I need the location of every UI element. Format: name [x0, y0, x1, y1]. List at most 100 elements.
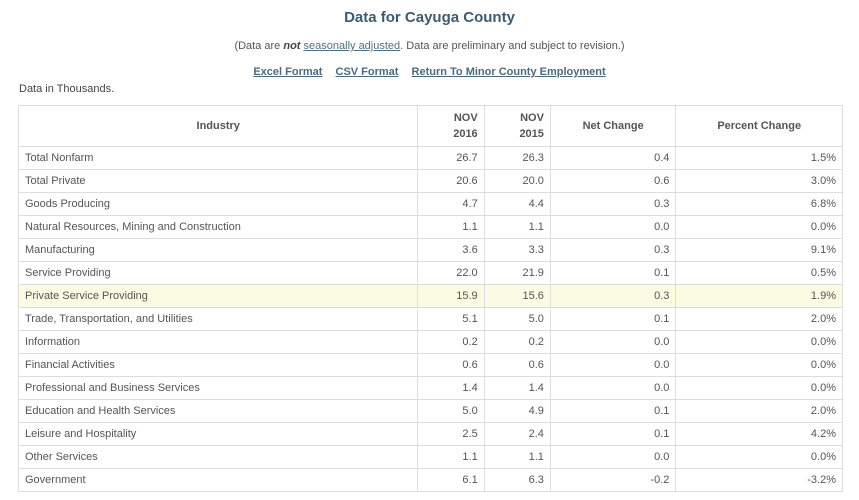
- percent-change-cell: 0.0%: [675, 376, 843, 400]
- table-row: Goods Producing 4.7 4.4 0.3 6.8%: [17, 192, 843, 216]
- industry-cell: Natural Resources, Mining and Constructi…: [17, 215, 419, 239]
- data-note: (Data are not seasonally adjusted. Data …: [0, 39, 859, 53]
- excel-format-link[interactable]: Excel Format: [253, 66, 323, 78]
- percent-change-cell: -3.2%: [675, 468, 843, 492]
- nov2016-cell: 4.7: [417, 192, 485, 216]
- industry-cell: Service Providing: [17, 261, 419, 285]
- table-header-row: Industry NOV 2016 NOV 2015 Net Change Perc…: [17, 105, 843, 147]
- industry-cell: Information: [17, 330, 419, 354]
- table-row: Government 6.1 6.3 -0.2 -3.2%: [17, 468, 843, 492]
- percent-change-cell: 1.9%: [675, 284, 843, 308]
- nov2016-cell: 0.2: [417, 330, 485, 354]
- nov2015-cell: 4.9: [483, 399, 551, 423]
- net-change-cell: 0.3: [549, 238, 677, 262]
- industry-cell: Leisure and Hospitality: [17, 422, 419, 446]
- header-year: 2016: [453, 128, 478, 140]
- net-change-cell: 0.1: [549, 399, 677, 423]
- percent-change-cell: 0.0%: [675, 353, 843, 377]
- percent-change-cell: 3.0%: [675, 169, 843, 193]
- nov2016-cell: 0.6: [417, 353, 485, 377]
- net-change-cell: 0.4: [549, 146, 677, 170]
- percent-change-cell: 0.0%: [675, 445, 843, 469]
- percent-change-cell: 2.0%: [675, 399, 843, 423]
- net-change-cell: 0.0: [549, 353, 677, 377]
- return-to-minor-county-link[interactable]: Return To Minor County Employment: [411, 66, 606, 78]
- table-row: Manufacturing 3.6 3.3 0.3 9.1%: [17, 238, 843, 262]
- table-row: Leisure and Hospitality 2.5 2.4 0.1 4.2%: [17, 422, 843, 446]
- nov2016-cell: 22.0: [417, 261, 485, 285]
- nov2016-cell: 1.1: [417, 215, 485, 239]
- header-percent-change: Percent Change: [675, 105, 843, 147]
- net-change-cell: 0.0: [549, 445, 677, 469]
- nov2016-cell: 6.1: [417, 468, 485, 492]
- table-row: Total Private 20.6 20.0 0.6 3.0%: [17, 169, 843, 193]
- header-nov-2016: NOV 2016: [417, 105, 485, 147]
- nov2015-cell: 15.6: [483, 284, 551, 308]
- net-change-cell: 0.3: [549, 192, 677, 216]
- net-change-cell: 0.1: [549, 422, 677, 446]
- net-change-cell: 0.1: [549, 261, 677, 285]
- table-row: Other Services 1.1 1.1 0.0 0.0%: [17, 445, 843, 469]
- format-links: Excel Format CSV Format Return To Minor …: [0, 65, 859, 79]
- percent-change-cell: 2.0%: [675, 307, 843, 331]
- nov2016-cell: 2.5: [417, 422, 485, 446]
- net-change-cell: 0.1: [549, 307, 677, 331]
- net-change-cell: -0.2: [549, 468, 677, 492]
- industry-cell: Private Service Providing: [17, 284, 419, 308]
- percent-change-cell: 1.5%: [675, 146, 843, 170]
- nov2016-cell: 3.6: [417, 238, 485, 262]
- nov2015-cell: 4.4: [483, 192, 551, 216]
- percent-change-cell: 9.1%: [675, 238, 843, 262]
- table-row: Education and Health Services 5.0 4.9 0.…: [17, 399, 843, 423]
- header-year: 2015: [519, 128, 544, 140]
- net-change-cell: 0.6: [549, 169, 677, 193]
- table-row: Total Nonfarm 26.7 26.3 0.4 1.5%: [17, 146, 843, 170]
- net-change-cell: 0.0: [549, 215, 677, 239]
- header-net-change: Net Change: [549, 105, 677, 147]
- industry-cell: Professional and Business Services: [17, 376, 419, 400]
- employment-table: Industry NOV 2016 NOV 2015 Net Change Perc…: [17, 105, 843, 492]
- table-row: Service Providing 22.0 21.9 0.1 0.5%: [17, 261, 843, 285]
- industry-cell: Government: [17, 468, 419, 492]
- percent-change-cell: 0.0%: [675, 215, 843, 239]
- nov2016-cell: 26.7: [417, 146, 485, 170]
- seasonally-adjusted-link[interactable]: seasonally adjusted: [303, 40, 401, 52]
- net-change-cell: 0.0: [549, 330, 677, 354]
- nov2016-cell: 1.1: [417, 445, 485, 469]
- header-month: NOV: [453, 112, 478, 124]
- industry-cell: Total Private: [17, 169, 419, 193]
- industry-cell: Financial Activities: [17, 353, 419, 377]
- nov2015-cell: 0.6: [483, 353, 551, 377]
- page-title: Data for Cayuga County: [344, 9, 515, 26]
- table-row: Trade, Transportation, and Utilities 5.1…: [17, 307, 843, 331]
- industry-cell: Trade, Transportation, and Utilities: [17, 307, 419, 331]
- table-row: Professional and Business Services 1.4 1…: [17, 376, 843, 400]
- nov2015-cell: 5.0: [483, 307, 551, 331]
- nov2015-cell: 1.1: [483, 215, 551, 239]
- nov2016-cell: 20.6: [417, 169, 485, 193]
- industry-cell: Goods Producing: [17, 192, 419, 216]
- nov2015-cell: 6.3: [483, 468, 551, 492]
- industry-cell: Education and Health Services: [17, 399, 419, 423]
- csv-format-link[interactable]: CSV Format: [335, 66, 399, 78]
- industry-cell: Other Services: [17, 445, 419, 469]
- nov2015-cell: 0.2: [483, 330, 551, 354]
- percent-change-cell: 4.2%: [675, 422, 843, 446]
- percent-change-cell: 0.0%: [675, 330, 843, 354]
- table-row: Natural Resources, Mining and Constructi…: [17, 215, 843, 239]
- industry-cell: Manufacturing: [17, 238, 419, 262]
- note-prefix: (Data are: [234, 40, 284, 52]
- percent-change-cell: 6.8%: [675, 192, 843, 216]
- nov2016-cell: 5.1: [417, 307, 485, 331]
- nov2015-cell: 1.1: [483, 445, 551, 469]
- table-row-highlighted: Private Service Providing 15.9 15.6 0.3 …: [17, 284, 843, 308]
- note-suffix: . Data are preliminary and subject to re…: [400, 40, 625, 52]
- header-month: NOV: [520, 112, 544, 124]
- nov2016-cell: 5.0: [417, 399, 485, 423]
- industry-cell: Total Nonfarm: [17, 146, 419, 170]
- units-note: Data in Thousands.: [19, 83, 115, 95]
- nov2015-cell: 1.4: [483, 376, 551, 400]
- nov2015-cell: 21.9: [483, 261, 551, 285]
- note-emphasis: not: [283, 40, 301, 52]
